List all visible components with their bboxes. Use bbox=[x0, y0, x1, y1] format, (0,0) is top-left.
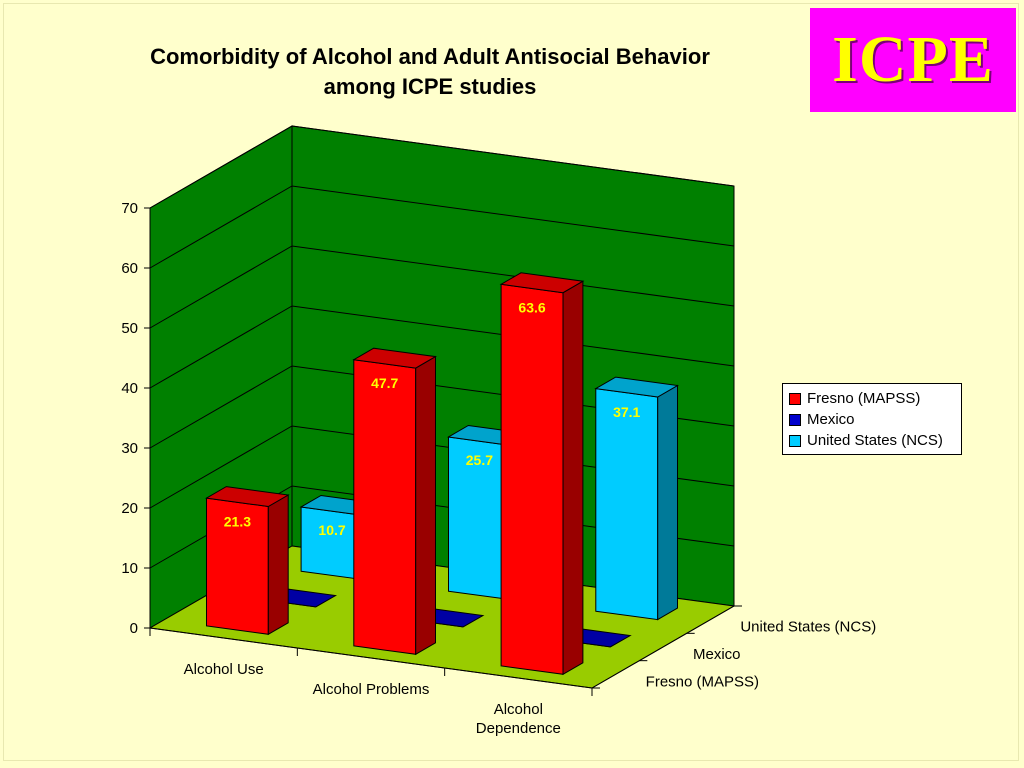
data-label-0-2: 63.6 bbox=[518, 299, 545, 315]
bar-top-0-0 bbox=[204, 486, 290, 508]
category-label-0: Alcohol Use bbox=[184, 661, 264, 678]
category-label-0-line-0: Alcohol Use bbox=[184, 661, 264, 678]
data-label-0-1: 47.7 bbox=[371, 375, 398, 391]
y-tick-label-10: 10 bbox=[121, 560, 138, 577]
bar-0-1: 47.7 bbox=[352, 347, 438, 656]
gridline-50 bbox=[149, 245, 735, 329]
bar-front-0-1 bbox=[353, 359, 417, 655]
legend-label-united-states: United States (NCS) bbox=[807, 432, 943, 449]
bar-side-0-1 bbox=[415, 355, 436, 656]
gridline-70 bbox=[149, 125, 735, 209]
gridline-60 bbox=[149, 185, 735, 269]
bar-2-2: 37.1 bbox=[594, 376, 680, 621]
series-axis-label-2: United States (NCS) bbox=[740, 619, 876, 636]
legend-swatch-fresno bbox=[789, 392, 801, 405]
category-label-1: Alcohol Problems bbox=[313, 681, 430, 698]
data-label-2-1: 25.7 bbox=[466, 452, 493, 468]
legend-item-mexico: Mexico bbox=[789, 409, 955, 430]
legend-swatch-united-states bbox=[789, 434, 801, 447]
y-tick-label-20: 20 bbox=[121, 500, 138, 517]
bar-top-0-1 bbox=[352, 347, 438, 369]
bar-side-0-0 bbox=[267, 494, 289, 636]
slide-border bbox=[3, 3, 1019, 761]
legend-label-mexico: Mexico bbox=[807, 411, 855, 428]
bar-front-0-2 bbox=[500, 283, 564, 675]
legend-item-fresno: Fresno (MAPSS) bbox=[789, 388, 955, 409]
data-label-0-0: 21.3 bbox=[224, 513, 251, 529]
gridline-20 bbox=[149, 425, 735, 509]
series-axis-label-1: Mexico bbox=[693, 646, 741, 663]
bar-0-0: 21.3 bbox=[204, 486, 290, 636]
legend-item-united-states: United States (NCS) bbox=[789, 430, 955, 451]
gridline-40 bbox=[149, 305, 735, 389]
y-tick-label-70: 70 bbox=[121, 200, 138, 217]
y-tick-label-40: 40 bbox=[121, 380, 138, 397]
chart-title-line-1: Comorbidity of Alcohol and Adult Antisoc… bbox=[150, 44, 710, 69]
bar-0-2: 63.6 bbox=[499, 272, 585, 676]
y-tick-label-0: 0 bbox=[130, 620, 138, 637]
category-label-2-line-1: Dependence bbox=[476, 720, 561, 737]
bar-side-2-2 bbox=[657, 384, 678, 621]
legend-label-fresno: Fresno (MAPSS) bbox=[807, 390, 921, 407]
bar-top-0-2 bbox=[499, 272, 585, 294]
gridline-30 bbox=[149, 365, 735, 449]
category-label-2: Alcohol Dependence bbox=[476, 701, 561, 737]
chart-title-line-2: among ICPE studies bbox=[323, 74, 537, 99]
logo-text: ICPE bbox=[832, 23, 994, 96]
legend-swatch-mexico bbox=[789, 413, 801, 426]
bar-top-2-2 bbox=[594, 376, 680, 398]
legend: Fresno (MAPSS) Mexico United States (NCS… bbox=[782, 383, 962, 455]
x-axis-line bbox=[149, 627, 593, 689]
series-axis-label-0: Fresno (MAPSS) bbox=[646, 673, 759, 690]
icpe-logo: ICPE bbox=[810, 8, 1016, 112]
y-tick-label-50: 50 bbox=[121, 320, 138, 337]
bar-front-2-2 bbox=[595, 388, 659, 621]
chart-title: Comorbidity of Alcohol and Adult Antisoc… bbox=[60, 42, 800, 102]
gridline-10 bbox=[149, 485, 735, 569]
category-label-1-line-0: Alcohol Problems bbox=[313, 681, 430, 698]
y-tick-label-30: 30 bbox=[121, 440, 138, 457]
y-tick-label-60: 60 bbox=[121, 260, 138, 277]
bar-side-0-2 bbox=[562, 280, 584, 676]
depth-axis-line bbox=[591, 605, 735, 689]
category-label-2-line-0: Alcohol bbox=[494, 701, 543, 718]
data-label-2-0: 10.7 bbox=[318, 522, 345, 538]
data-label-2-2: 37.1 bbox=[613, 404, 640, 420]
